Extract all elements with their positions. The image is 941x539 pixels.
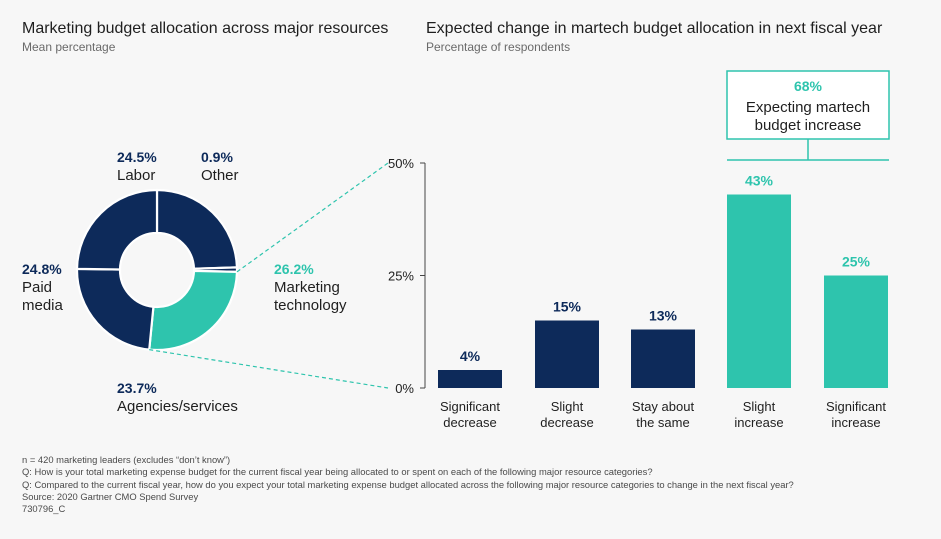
connector-line-bottom xyxy=(149,349,389,389)
left-chart-title: Marketing budget allocation across major… xyxy=(22,20,389,37)
annotation-text-line-2: budget increase xyxy=(755,117,862,134)
bar-slight-increase xyxy=(727,194,791,388)
footnote-id: 730796_C xyxy=(22,503,66,515)
donut-value-labor: 24.5% xyxy=(117,149,157,165)
footnote-source: Source: 2020 Gartner CMO Spend Survey xyxy=(22,490,199,502)
donut-slice-agencies-services xyxy=(75,267,155,351)
x-category-label-stay-about-the-same-line-1: Stay about xyxy=(632,399,695,414)
donut-label-labor: Labor xyxy=(117,167,155,184)
y-tick-label-0: 0% xyxy=(395,381,414,396)
footnote-sample: n = 420 marketing leaders (excludes “don… xyxy=(22,454,231,465)
annotation-text-line-1: Expecting martech xyxy=(746,99,870,116)
footnote-question-1: Q: How is your total marketing expense b… xyxy=(22,466,653,478)
right-chart-subtitle: Percentage of respondents xyxy=(426,40,571,54)
y-tick-label-50: 50% xyxy=(388,156,414,171)
charts-canvas: 24.5% Labor 0.9% Other 26.2% Marketingtechnol… xyxy=(22,70,890,430)
annotation-value: 68% xyxy=(794,78,823,94)
donut-slice-marketing-technology xyxy=(148,269,239,352)
bar-value-stay-about-the-same: 13% xyxy=(649,308,678,324)
donut-value-marketing-technology: 26.2% xyxy=(274,261,314,277)
left-chart-subtitle: Mean percentage xyxy=(22,40,116,54)
donut-label-other: Other xyxy=(201,167,239,184)
x-category-label-significant-increase-line-1: Significant xyxy=(826,399,886,414)
connector-line-top xyxy=(236,162,389,273)
x-category-label-slight-increase-line-1: Slight xyxy=(743,399,776,414)
bar-value-significant-decrease: 4% xyxy=(460,348,481,364)
donut-label-paid-media-line-1: Paid xyxy=(22,279,52,296)
donut-label-marketing-technology-line-1: Marketing xyxy=(274,279,340,296)
x-category-label-slight-decrease-line-1: Slight xyxy=(551,399,584,414)
donut-slice-labor xyxy=(155,188,239,270)
donut-value-agencies-services: 23.7% xyxy=(117,380,157,396)
bar-significant-decrease xyxy=(438,370,502,388)
footnote-question-2: Q: Compared to the current fiscal year, … xyxy=(22,478,794,490)
y-tick-label-25: 25% xyxy=(388,269,414,284)
x-category-label-slight-decrease-line-2: decrease xyxy=(540,415,593,430)
x-category-label-significant-increase-line-2: increase xyxy=(831,415,880,430)
x-category-label-stay-about-the-same-line-2: the same xyxy=(636,415,689,430)
bar-value-significant-increase: 25% xyxy=(842,254,871,270)
x-category-label-slight-increase-line-2: increase xyxy=(734,415,783,430)
right-chart-title: Expected change in martech budget alloca… xyxy=(426,20,883,37)
donut-label-paid-media-line-2: media xyxy=(22,297,64,314)
donut-slice-paid-media xyxy=(75,188,159,271)
footnotes: n = 420 marketing leaders (excludes “don… xyxy=(22,454,794,515)
bar-significant-increase xyxy=(824,275,888,388)
donut-label-agencies-services: Agencies/services xyxy=(117,398,238,415)
bar-value-slight-increase: 43% xyxy=(745,173,774,189)
donut-value-other: 0.9% xyxy=(201,149,233,165)
bar-stay-about-the-same xyxy=(631,329,695,388)
donut-value-paid-media: 24.8% xyxy=(22,261,62,277)
bar-slight-decrease xyxy=(535,320,599,388)
x-category-label-significant-decrease-line-2: decrease xyxy=(443,415,496,430)
bar-value-slight-decrease: 15% xyxy=(553,299,582,315)
x-category-label-significant-decrease-line-1: Significant xyxy=(440,399,500,414)
donut-label-marketing-technology-line-2: technology xyxy=(274,297,347,314)
